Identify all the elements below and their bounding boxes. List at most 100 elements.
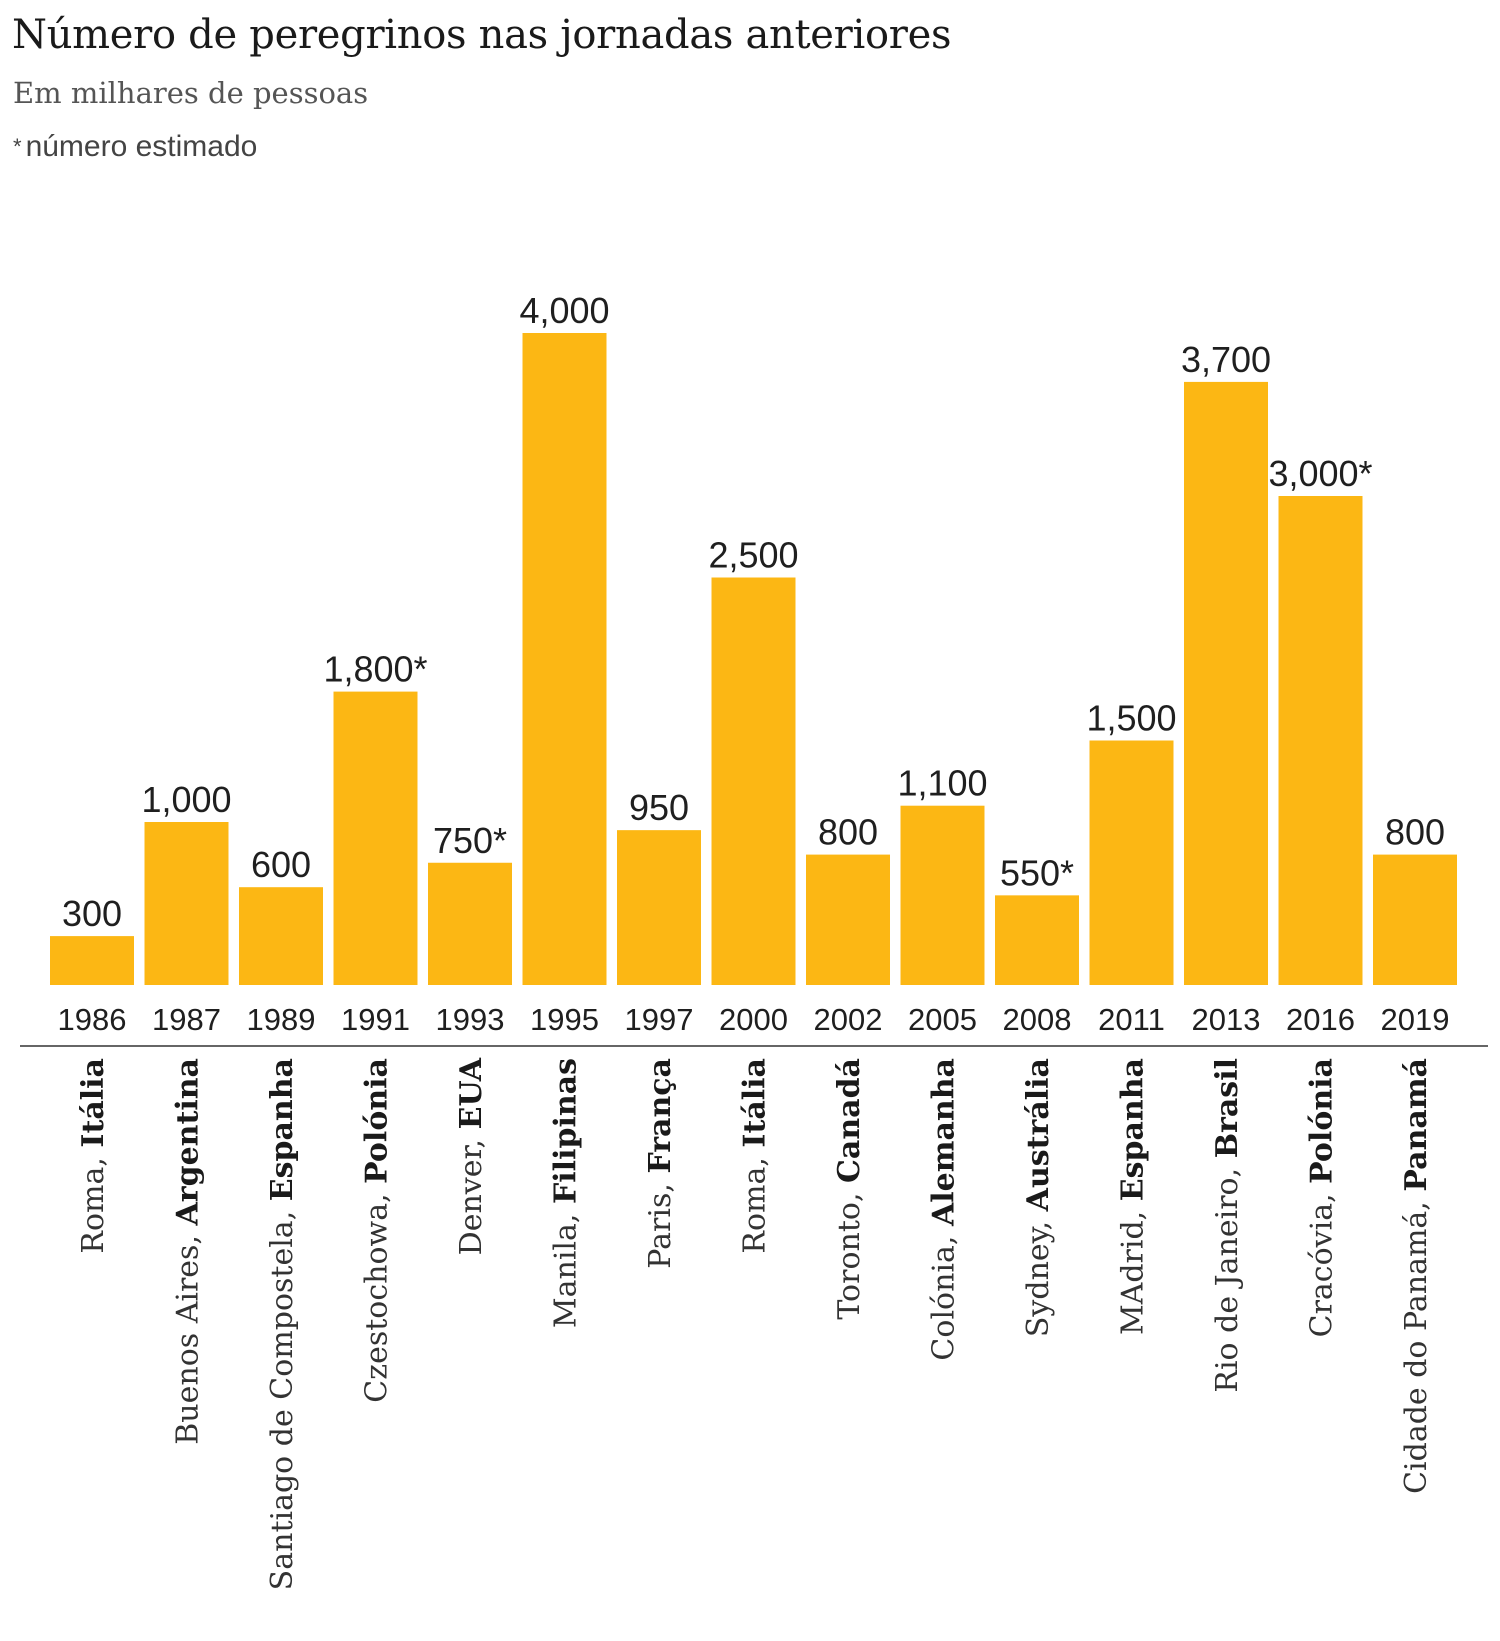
location-label-2000: Roma, Itália — [738, 1058, 773, 1254]
value-label-2000: 2,500 — [708, 535, 798, 576]
bar-2005 — [900, 805, 985, 985]
location-label-1997: Paris, França — [643, 1058, 678, 1269]
year-label-2019: 2019 — [1381, 1002, 1450, 1037]
year-label-1993: 1993 — [436, 1002, 505, 1037]
year-label-2011: 2011 — [1098, 1002, 1165, 1037]
country-label-1993: EUA — [454, 1057, 489, 1129]
value-label-1997: 950 — [629, 787, 689, 828]
location-label-2013: Rio de Janeiro, Brasil — [1210, 1058, 1245, 1393]
chart-subtitle: Em milhares de pessoas — [13, 76, 369, 110]
location-label-2002: Toronto, Canadá — [832, 1058, 867, 1320]
city-label-2013: Rio de Janeiro, — [1210, 1158, 1245, 1392]
bars-group — [50, 333, 1457, 985]
value-label-2016: 3,000* — [1268, 453, 1372, 494]
value-label-2011: 1,500 — [1086, 698, 1176, 739]
value-label-2013: 3,700 — [1181, 339, 1271, 380]
value-label-1986: 300 — [62, 893, 122, 934]
year-label-2008: 2008 — [1003, 1002, 1072, 1037]
city-label-2019: Cidade do Panamá, — [1399, 1192, 1434, 1494]
country-label-1991: Polónia — [360, 1058, 395, 1184]
value-label-2008: 550* — [1000, 852, 1074, 893]
year-label-1997: 1997 — [625, 1002, 694, 1037]
bar-2002 — [806, 854, 890, 985]
bar-1986 — [50, 936, 134, 985]
city-label-1989: Santiago de Compostela, — [265, 1201, 300, 1590]
location-label-1993: Denver, EUA — [454, 1057, 489, 1255]
location-label-1989: Santiago de Compostela, Espanha — [265, 1058, 300, 1590]
value-label-1987: 1,000 — [141, 779, 231, 820]
city-label-1995: Manila, — [549, 1204, 584, 1328]
country-label-1995: Filipinas — [549, 1058, 584, 1204]
location-label-1995: Manila, Filipinas — [549, 1058, 584, 1328]
value-label-2019: 800 — [1385, 812, 1445, 853]
city-label-2002: Toronto, — [832, 1183, 867, 1320]
year-label-2013: 2013 — [1192, 1002, 1261, 1037]
estimate-note: * número estimado — [13, 130, 257, 164]
city-label-1993: Denver, — [454, 1129, 489, 1255]
bar-2019 — [1373, 854, 1457, 985]
country-label-2000: Itália — [738, 1058, 773, 1148]
location-label-2016: Cracóvia, Polónia — [1305, 1058, 1340, 1337]
value-label-2005: 1,100 — [897, 763, 987, 804]
year-label-2002: 2002 — [814, 1002, 883, 1037]
bar-2000 — [711, 577, 796, 985]
country-label-2005: Alemanha — [927, 1058, 962, 1227]
city-label-1991: Czestochowa, — [360, 1184, 395, 1403]
bar-1989 — [239, 887, 323, 985]
chart-title: Número de peregrinos nas jornadas anteri… — [12, 12, 952, 58]
year-label-1991: 1991 — [341, 1002, 410, 1037]
year-label-1986: 1986 — [58, 1002, 127, 1037]
year-label-2005: 2005 — [908, 1002, 977, 1037]
bar-2013 — [1184, 381, 1268, 985]
city-label-1987: Buenos Aires, — [171, 1225, 206, 1444]
city-label-2005: Colónia, — [927, 1226, 962, 1361]
year-label-1989: 1989 — [247, 1002, 316, 1037]
value-label-1989: 600 — [251, 844, 311, 885]
city-label-2011: MAdrid, — [1116, 1201, 1151, 1335]
country-label-2013: Brasil — [1210, 1058, 1245, 1158]
bar-2011 — [1089, 740, 1174, 985]
country-label-2016: Polónia — [1305, 1058, 1340, 1184]
country-label-2011: Espanha — [1116, 1058, 1151, 1201]
value-label-1995: 4,000 — [519, 290, 609, 331]
estimate-note-text: número estimado — [25, 130, 258, 163]
bar-1997 — [617, 830, 701, 985]
location-label-1987: Buenos Aires, Argentina — [171, 1058, 206, 1445]
country-label-1997: França — [643, 1058, 678, 1174]
year-labels-group: 1986 1987 1989 1991 1993 1995 1997 2000 2002 2005… — [58, 1002, 1450, 1037]
country-label-1986: Itália — [76, 1058, 111, 1148]
year-label-1987: 1987 — [152, 1002, 221, 1037]
location-label-1986: Roma, Itália — [76, 1058, 111, 1254]
bar-2008 — [995, 895, 1079, 985]
value-label-1991: 1,800* — [323, 649, 427, 690]
bar-1991 — [333, 691, 418, 985]
country-label-2002: Canadá — [832, 1058, 867, 1183]
location-label-1991: Czestochowa, Polónia — [360, 1058, 395, 1403]
country-label-1989: Espanha — [265, 1058, 300, 1201]
location-label-2008: Sydney, Austrália — [1021, 1058, 1056, 1337]
value-labels-group: 300 1,000 600 1,800* 750* 4,000 950 2,500 800 1,1… — [62, 290, 1445, 934]
city-label-2000: Roma, — [738, 1148, 773, 1254]
country-label-1987: Argentina — [171, 1058, 206, 1226]
location-label-2005: Colónia, Alemanha — [927, 1058, 962, 1361]
year-label-2000: 2000 — [719, 1002, 788, 1037]
asterisk-icon: * — [13, 134, 22, 159]
bar-2016 — [1278, 496, 1363, 985]
city-label-1986: Roma, — [76, 1148, 111, 1254]
bar-1993 — [428, 862, 512, 985]
bar-1987 — [144, 822, 229, 985]
city-label-2016: Cracóvia, — [1305, 1184, 1340, 1338]
country-label-2019: Panamá — [1399, 1058, 1434, 1192]
bar-1995 — [522, 333, 607, 985]
value-label-2002: 800 — [818, 812, 878, 853]
country-label-2008: Austrália — [1021, 1058, 1056, 1212]
city-label-2008: Sydney, — [1021, 1211, 1056, 1337]
year-label-1995: 1995 — [530, 1002, 599, 1037]
year-label-2016: 2016 — [1286, 1002, 1355, 1037]
location-labels-group: Roma, Itália Buenos Aires, Argentina Santi… — [76, 1057, 1434, 1590]
city-label-1997: Paris, — [643, 1174, 678, 1269]
location-label-2019: Cidade do Panamá, Panamá — [1399, 1058, 1434, 1494]
location-label-2011: MAdrid, Espanha — [1116, 1058, 1151, 1335]
value-label-1993: 750* — [433, 820, 507, 861]
